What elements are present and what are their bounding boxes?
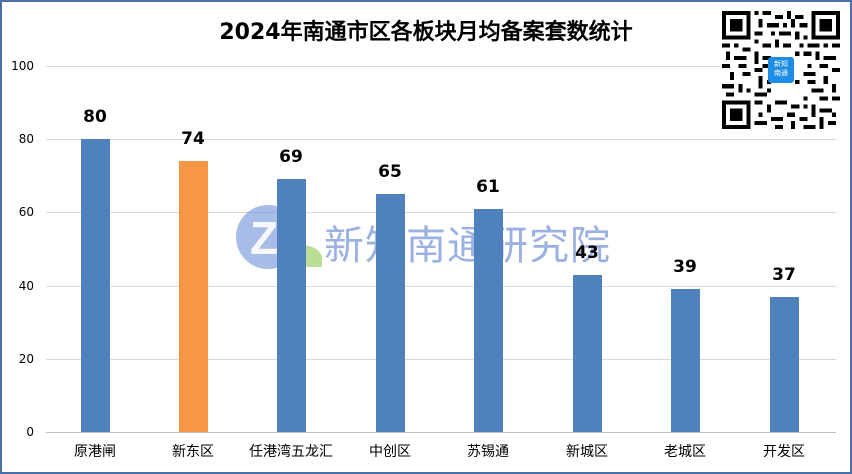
x-axis-label: 中创区 <box>369 444 411 460</box>
bar-2 <box>178 161 208 432</box>
qr-logo-line1: 新知 <box>774 60 788 68</box>
x-axis-label: 原港闸 <box>74 444 116 460</box>
qr-logo-line2: 南通 <box>774 69 788 77</box>
qr-code-icon <box>722 11 840 129</box>
y-tick-80: 80 <box>18 132 34 146</box>
y-tick-40: 40 <box>18 279 34 293</box>
chart-title: 2024年南通市区各板块月均备案套数统计 <box>219 20 633 45</box>
bar-1 <box>80 139 110 432</box>
data-label: 37 <box>772 265 796 285</box>
qr-code[interactable]: 新知 南通 <box>722 11 840 129</box>
x-axis-label: 任港湾五龙汇 <box>249 444 333 460</box>
data-label: 39 <box>673 257 697 277</box>
data-label: 69 <box>279 147 303 167</box>
x-axis-label: 开发区 <box>763 444 805 460</box>
bar-6 <box>572 275 602 432</box>
data-label: 65 <box>378 162 402 182</box>
x-axis-line <box>46 432 836 433</box>
qr-logo-badge: 新知 南通 <box>768 57 794 83</box>
x-axis-label: 新东区 <box>172 444 214 460</box>
x-axis-label: 苏锡通 <box>467 444 509 460</box>
x-axis-label: 老城区 <box>664 444 706 460</box>
y-tick-0: 0 <box>26 425 34 439</box>
data-label: 80 <box>83 107 107 127</box>
data-label: 61 <box>476 177 500 197</box>
bar-3 <box>276 179 306 432</box>
gridline-20 <box>46 359 836 360</box>
y-tick-100: 100 <box>11 59 34 73</box>
gridline-80 <box>46 139 836 140</box>
data-label: 74 <box>181 129 205 149</box>
x-axis-label: 新城区 <box>566 444 608 460</box>
gridline-100 <box>46 66 836 67</box>
bar-8 <box>769 297 799 432</box>
gridline-40 <box>46 286 836 287</box>
bar-4 <box>375 194 405 432</box>
gridline-60 <box>46 212 836 213</box>
y-tick-60: 60 <box>18 205 34 219</box>
y-tick-20: 20 <box>18 352 34 366</box>
bar-5 <box>473 209 503 432</box>
bar-7 <box>670 289 700 432</box>
data-label: 43 <box>575 243 599 263</box>
